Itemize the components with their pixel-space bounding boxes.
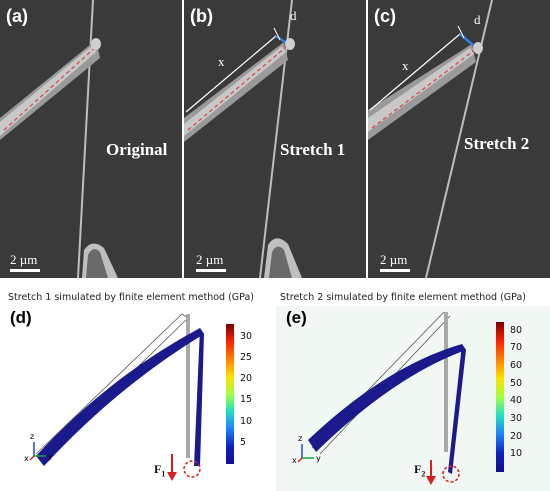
panel-label-e: (e) bbox=[286, 308, 307, 327]
sem-image-b bbox=[184, 0, 302, 278]
axis-z-label-d: z bbox=[30, 432, 35, 441]
panel-label-d: (d) bbox=[10, 308, 32, 327]
sem-image-a bbox=[0, 0, 118, 278]
fem-image-e bbox=[297, 311, 466, 485]
scale-bar-b bbox=[196, 269, 226, 272]
length-label-b: x bbox=[218, 54, 225, 69]
colorbar-tick-label: 20 bbox=[240, 373, 253, 385]
caption-e: Stretch 2 simulated by finite element me… bbox=[280, 292, 526, 303]
fem-panel-e: (e) z x y F2 80 70 60 50 40 30 20 10 bbox=[276, 306, 550, 491]
panel-label-a: (a) bbox=[6, 6, 28, 26]
sem-panel-b: (b) Stretch 1 d x 2 µm bbox=[184, 0, 366, 278]
colorbar-e bbox=[496, 322, 504, 472]
panel-label-c: (c) bbox=[374, 6, 396, 26]
scale-label-a: 2 µm bbox=[10, 252, 38, 267]
axis-x-label-d: x bbox=[24, 454, 29, 463]
stretch2-label: Stretch 2 bbox=[464, 134, 530, 153]
colorbar-tick-label: 20 bbox=[510, 430, 523, 442]
length-label-c: x bbox=[402, 58, 409, 73]
axis-y-label-e: y bbox=[316, 454, 321, 463]
caption-d: Stretch 1 simulated by finite element me… bbox=[8, 292, 254, 303]
colorbar-tick-label: 60 bbox=[510, 360, 523, 372]
colorbar-tick-label: 30 bbox=[510, 413, 523, 425]
colorbar-tick-label: 40 bbox=[510, 395, 523, 407]
force-label-e: F2 bbox=[414, 462, 426, 479]
axis-z-label-e: z bbox=[298, 434, 303, 443]
sem-panel-a: (a) Original 2 µm bbox=[0, 0, 182, 278]
colorbar-tick-label: 5 bbox=[240, 436, 247, 448]
fem-image-d bbox=[29, 313, 204, 481]
panel-label-b: (b) bbox=[190, 6, 213, 26]
colorbar-tick-label: 70 bbox=[510, 342, 523, 354]
original-label: Original bbox=[106, 140, 168, 159]
colorbar-tick-label: 30 bbox=[240, 330, 253, 342]
force-label-d: F1 bbox=[154, 462, 166, 479]
sem-image-c bbox=[368, 0, 493, 278]
colorbar-d bbox=[226, 324, 234, 464]
colorbar-tick-label: 10 bbox=[240, 415, 253, 427]
scale-bar-a bbox=[10, 269, 40, 272]
scale-label-b: 2 µm bbox=[196, 252, 224, 267]
colorbar-tick-label: 15 bbox=[240, 394, 253, 406]
colorbar-tick-label: 25 bbox=[240, 351, 253, 363]
colorbar-tick-label: 10 bbox=[510, 448, 523, 460]
stretch1-label: Stretch 1 bbox=[280, 140, 346, 159]
displacement-label-c: d bbox=[474, 12, 481, 27]
scale-bar-c bbox=[380, 269, 410, 272]
fem-panel-d: (d) z x y F1 30 25 20 15 10 5 bbox=[0, 306, 272, 491]
axis-x-label-e: x bbox=[292, 456, 297, 465]
axis-y-label-d: y bbox=[48, 452, 53, 461]
displacement-label-b: d bbox=[290, 8, 297, 23]
colorbar-tick-label: 50 bbox=[510, 377, 523, 389]
scale-label-c: 2 µm bbox=[380, 252, 408, 267]
sem-panel-c: (c) Stretch 2 d x 2 µm bbox=[368, 0, 550, 278]
colorbar-tick-label: 80 bbox=[510, 324, 523, 336]
